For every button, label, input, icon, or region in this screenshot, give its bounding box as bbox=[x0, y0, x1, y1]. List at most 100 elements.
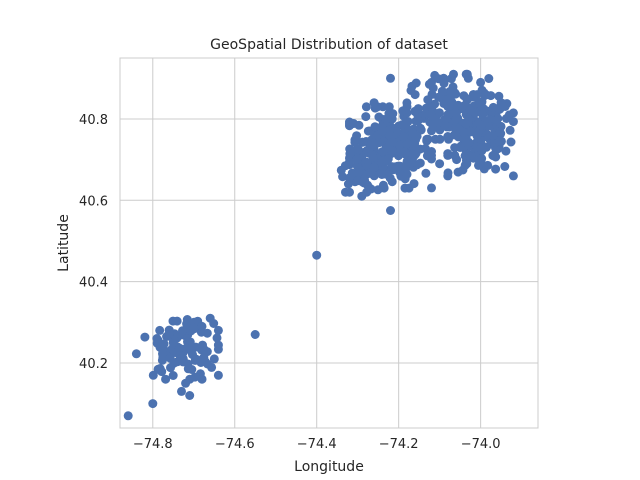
data-point bbox=[462, 159, 472, 169]
data-point bbox=[400, 174, 410, 184]
data-point bbox=[508, 108, 518, 118]
data-point bbox=[212, 333, 222, 343]
data-point bbox=[427, 183, 436, 193]
data-point bbox=[185, 391, 195, 400]
data-point bbox=[152, 334, 162, 343]
data-point bbox=[360, 176, 370, 186]
data-point bbox=[398, 132, 408, 142]
data-point bbox=[168, 316, 178, 326]
data-point bbox=[408, 149, 418, 159]
data-point bbox=[408, 128, 418, 138]
data-point bbox=[402, 98, 412, 108]
data-point bbox=[444, 94, 454, 104]
data-point bbox=[379, 156, 388, 166]
data-point bbox=[377, 126, 387, 136]
x-tick-label: −74.6 bbox=[215, 437, 255, 452]
data-point bbox=[370, 122, 380, 132]
data-point bbox=[345, 173, 354, 183]
data-point bbox=[213, 325, 223, 335]
data-point bbox=[481, 142, 491, 152]
data-point bbox=[369, 98, 379, 108]
data-point bbox=[465, 105, 475, 115]
data-point bbox=[427, 147, 436, 156]
data-point bbox=[492, 115, 502, 125]
data-point bbox=[423, 134, 433, 144]
data-point bbox=[213, 344, 223, 354]
data-point bbox=[431, 114, 440, 124]
data-point bbox=[406, 86, 416, 95]
data-point bbox=[496, 136, 506, 146]
y-axis-label: Latitude bbox=[56, 214, 72, 272]
data-point bbox=[158, 349, 167, 359]
data-point bbox=[213, 370, 223, 380]
data-point bbox=[483, 160, 493, 170]
data-point bbox=[443, 150, 453, 160]
data-point bbox=[488, 102, 498, 112]
data-point bbox=[148, 370, 158, 380]
data-point bbox=[153, 364, 163, 374]
data-point bbox=[373, 185, 383, 195]
data-point bbox=[168, 338, 178, 348]
data-point bbox=[350, 135, 360, 145]
data-point bbox=[506, 137, 516, 147]
data-point bbox=[386, 73, 395, 83]
data-point bbox=[164, 328, 174, 338]
x-tick-label: −74.0 bbox=[461, 437, 501, 452]
data-point bbox=[463, 73, 473, 83]
y-tick-label: 40.2 bbox=[79, 357, 108, 372]
data-point bbox=[443, 171, 453, 181]
data-point bbox=[181, 343, 191, 353]
data-point bbox=[365, 143, 374, 153]
data-point bbox=[440, 121, 450, 130]
y-tick-label: 40.8 bbox=[79, 113, 108, 128]
data-point bbox=[357, 191, 367, 201]
data-point bbox=[250, 330, 260, 339]
data-point bbox=[435, 134, 445, 144]
data-point bbox=[366, 168, 376, 178]
data-point bbox=[393, 161, 402, 171]
y-tick-label: 40.6 bbox=[79, 194, 108, 209]
data-point bbox=[387, 146, 397, 156]
data-point bbox=[466, 127, 476, 137]
data-point bbox=[453, 100, 463, 110]
data-point bbox=[165, 353, 175, 363]
data-point bbox=[191, 354, 201, 364]
data-point bbox=[402, 139, 412, 149]
data-point bbox=[140, 332, 150, 342]
data-point bbox=[361, 112, 371, 122]
data-point bbox=[183, 364, 193, 374]
data-point bbox=[488, 151, 498, 161]
data-point bbox=[448, 82, 458, 92]
x-axis-label: Longitude bbox=[294, 459, 364, 475]
data-point bbox=[484, 74, 494, 83]
data-point bbox=[131, 349, 141, 359]
data-point bbox=[451, 108, 460, 118]
data-point bbox=[177, 386, 186, 396]
y-tick-label: 40.4 bbox=[79, 276, 108, 291]
data-point bbox=[381, 114, 391, 124]
data-point bbox=[500, 162, 510, 171]
data-point bbox=[488, 131, 498, 141]
data-point bbox=[415, 123, 425, 133]
data-point bbox=[202, 347, 212, 357]
data-point bbox=[427, 77, 436, 87]
data-point bbox=[161, 374, 171, 384]
data-point bbox=[181, 378, 191, 388]
data-point bbox=[209, 354, 219, 364]
data-point bbox=[508, 171, 518, 181]
data-point bbox=[501, 146, 511, 156]
data-point bbox=[395, 140, 404, 150]
data-point bbox=[197, 374, 207, 384]
data-point bbox=[505, 125, 515, 135]
data-point bbox=[476, 77, 486, 87]
data-point bbox=[198, 340, 207, 350]
data-point bbox=[312, 250, 322, 260]
data-point bbox=[377, 147, 387, 157]
data-point bbox=[491, 164, 501, 174]
data-point bbox=[461, 119, 471, 129]
data-point bbox=[384, 102, 394, 112]
x-tick-label: −74.4 bbox=[297, 437, 337, 452]
data-point bbox=[435, 159, 445, 169]
data-point bbox=[384, 126, 394, 136]
chart-title: GeoSpatial Distribution of dataset bbox=[210, 37, 448, 53]
